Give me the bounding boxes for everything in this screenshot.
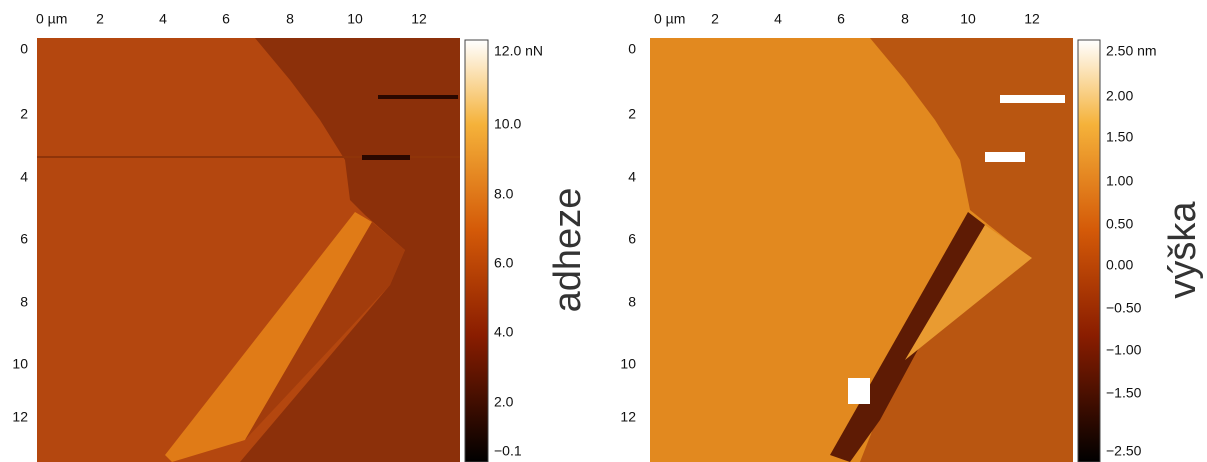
colorbar-tick-label: 2.00 xyxy=(1106,88,1133,104)
y-tick-label: 2 xyxy=(628,106,636,122)
x-tick-label: 8 xyxy=(286,11,294,27)
colorbar-tick-label: −2.50 xyxy=(1106,443,1142,459)
x-tick-label: 4 xyxy=(159,11,167,27)
colorbar-tick-label: 0.50 xyxy=(1106,216,1133,232)
y-tick-label: 0 xyxy=(20,41,28,57)
colorbar-tick-label: 8.0 xyxy=(494,186,514,202)
y-tick-label: 12 xyxy=(12,409,28,425)
colorbar-tick-label: 1.00 xyxy=(1106,173,1133,189)
y-tick-label: 10 xyxy=(12,356,28,372)
y-tick-label: 8 xyxy=(20,294,28,310)
y-tick-label: 8 xyxy=(628,294,636,310)
x-tick-label: 2 xyxy=(711,11,719,27)
y-tick-label: 12 xyxy=(620,409,636,425)
y-tick-label: 6 xyxy=(628,231,636,247)
colorbar-tick-label: 0.00 xyxy=(1106,257,1133,273)
x-tick-label: 2 xyxy=(96,11,104,27)
y-tick-label: 2 xyxy=(20,106,28,122)
x-tick-label: 10 xyxy=(960,11,976,27)
y-tick-label: 4 xyxy=(628,169,636,185)
x-tick-label: 0 µm xyxy=(36,11,67,27)
colorbar-tick-label: −1.50 xyxy=(1106,385,1142,401)
colorbar xyxy=(1077,39,1101,462)
colorbar-tick-label: 1.50 xyxy=(1106,129,1133,145)
y-tick-label: 0 xyxy=(628,41,636,57)
colorbar-tick-label: 6.0 xyxy=(494,255,514,271)
x-tick-label: 6 xyxy=(837,11,845,27)
x-tick-label: 12 xyxy=(1024,11,1040,27)
adhesion-image xyxy=(37,38,460,462)
y-tick-label: 10 xyxy=(620,356,636,372)
y-tick-label: 4 xyxy=(20,169,28,185)
x-tick-label: 8 xyxy=(901,11,909,27)
colorbar-label: výška xyxy=(1162,201,1204,299)
colorbar-tick-label: −1.00 xyxy=(1106,342,1142,358)
colorbar-tick-label: 10.0 xyxy=(494,116,521,132)
x-tick-label: 12 xyxy=(411,11,427,27)
colorbar-tick-label: 2.50 nm xyxy=(1106,43,1157,59)
height-image xyxy=(650,38,1073,462)
colorbar-tick-label: 12.0 nN xyxy=(494,43,543,59)
colorbar-tick-label: 2.0 xyxy=(494,394,514,410)
y-tick-label: 6 xyxy=(20,231,28,247)
x-tick-label: 6 xyxy=(222,11,230,27)
colorbar xyxy=(464,39,489,462)
colorbar-tick-label: −0.50 xyxy=(1106,300,1142,316)
colorbar-tick-label: 4.0 xyxy=(494,324,514,340)
colorbar-tick-label: −0.1 xyxy=(494,443,522,459)
x-tick-label: 0 µm xyxy=(654,11,685,27)
x-tick-label: 10 xyxy=(347,11,363,27)
x-tick-label: 4 xyxy=(774,11,782,27)
colorbar-label: adheze xyxy=(547,188,589,313)
